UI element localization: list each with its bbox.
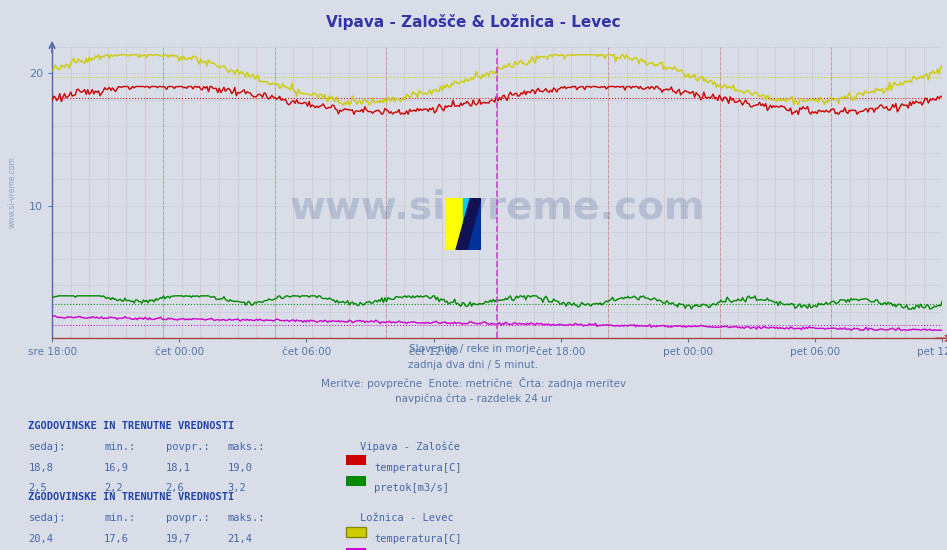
Text: 18,1: 18,1 xyxy=(166,463,190,472)
Text: maks.:: maks.: xyxy=(227,442,265,452)
Text: maks.:: maks.: xyxy=(227,513,265,523)
Polygon shape xyxy=(445,198,463,250)
Text: navpična črta - razdelek 24 ur: navpična črta - razdelek 24 ur xyxy=(395,393,552,404)
Text: 19,0: 19,0 xyxy=(227,463,252,472)
Text: 2,6: 2,6 xyxy=(166,483,185,493)
Text: 16,9: 16,9 xyxy=(104,463,129,472)
Text: 17,6: 17,6 xyxy=(104,534,129,544)
Text: 2,2: 2,2 xyxy=(104,483,123,493)
Text: Vipava - Zalošče: Vipava - Zalošče xyxy=(360,442,460,452)
Text: ZGODOVINSKE IN TRENUTNE VREDNOSTI: ZGODOVINSKE IN TRENUTNE VREDNOSTI xyxy=(28,492,235,502)
Text: temperatura[C]: temperatura[C] xyxy=(374,534,461,544)
Text: min.:: min.: xyxy=(104,513,135,523)
Text: sedaj:: sedaj: xyxy=(28,513,66,523)
Text: Ložnica - Levec: Ložnica - Levec xyxy=(360,513,454,523)
Text: 18,8: 18,8 xyxy=(28,463,53,472)
Text: pretok[m3/s]: pretok[m3/s] xyxy=(374,483,449,493)
Text: zadnja dva dni / 5 minut.: zadnja dva dni / 5 minut. xyxy=(408,360,539,370)
Text: min.:: min.: xyxy=(104,442,135,452)
Text: Vipava - Zalošče & Ložnica - Levec: Vipava - Zalošče & Ložnica - Levec xyxy=(326,14,621,30)
Text: 20,4: 20,4 xyxy=(28,534,53,544)
Text: www.si-vreme.com: www.si-vreme.com xyxy=(290,188,705,226)
Text: 21,4: 21,4 xyxy=(227,534,252,544)
Polygon shape xyxy=(463,198,481,250)
Text: povpr.:: povpr.: xyxy=(166,513,209,523)
Text: temperatura[C]: temperatura[C] xyxy=(374,463,461,472)
Text: povpr.:: povpr.: xyxy=(166,442,209,452)
Polygon shape xyxy=(456,198,481,250)
Text: Meritve: povprečne  Enote: metrične  Črta: zadnja meritev: Meritve: povprečne Enote: metrične Črta:… xyxy=(321,377,626,389)
Text: 3,2: 3,2 xyxy=(227,483,246,493)
Text: ZGODOVINSKE IN TRENUTNE VREDNOSTI: ZGODOVINSKE IN TRENUTNE VREDNOSTI xyxy=(28,421,235,431)
Text: sedaj:: sedaj: xyxy=(28,442,66,452)
Text: www.si-vreme.com: www.si-vreme.com xyxy=(8,157,17,228)
Text: 19,7: 19,7 xyxy=(166,534,190,544)
Text: Slovenija / reke in morje.: Slovenija / reke in morje. xyxy=(408,344,539,354)
Text: 2,5: 2,5 xyxy=(28,483,47,493)
Polygon shape xyxy=(463,198,481,250)
